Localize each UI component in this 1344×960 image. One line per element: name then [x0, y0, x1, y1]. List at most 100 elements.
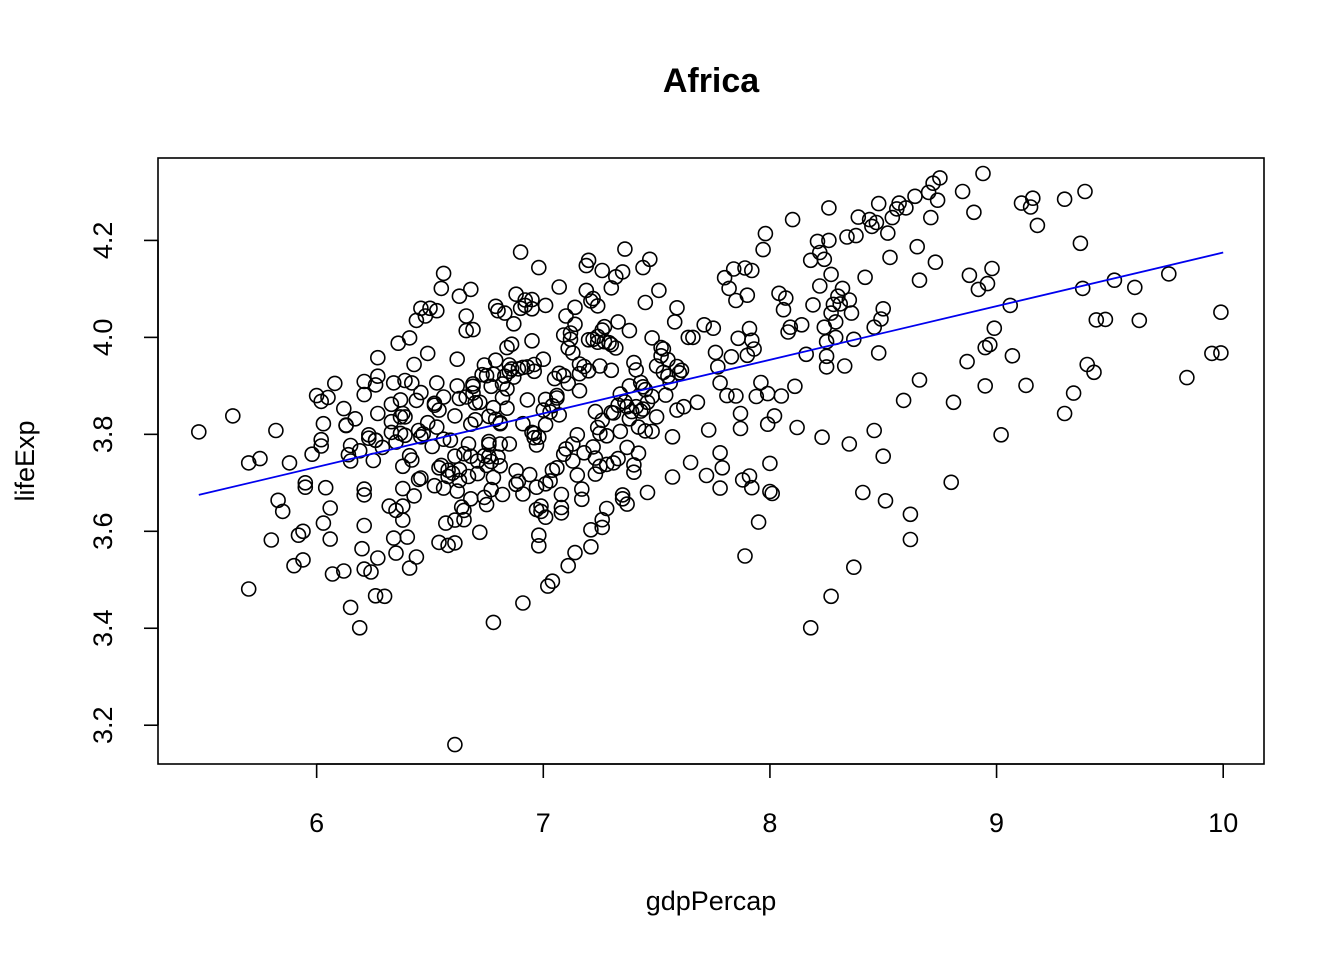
data-point — [790, 421, 804, 435]
data-point — [409, 550, 423, 564]
data-point — [502, 437, 516, 451]
data-point — [924, 211, 938, 225]
data-point — [756, 243, 770, 257]
data-point — [879, 494, 893, 508]
data-point — [931, 193, 945, 207]
data-point — [409, 393, 423, 407]
data-point — [903, 507, 917, 521]
x-axis: 6 7 8 9 10 — [309, 764, 1238, 838]
data-point — [323, 532, 337, 546]
data-point — [496, 488, 510, 502]
data-point — [400, 530, 414, 544]
regression-line — [199, 253, 1223, 495]
data-point — [192, 425, 206, 439]
data-point — [700, 469, 714, 483]
data-point — [824, 306, 838, 320]
data-point — [824, 589, 838, 603]
data-point — [523, 468, 537, 482]
plot-frame — [158, 158, 1264, 764]
data-point — [829, 315, 843, 329]
data-point — [715, 461, 729, 475]
data-point — [493, 459, 507, 473]
data-point — [394, 393, 408, 407]
data-point — [414, 386, 428, 400]
data-point — [1162, 267, 1176, 281]
data-point — [702, 423, 716, 437]
data-point — [595, 264, 609, 278]
data-point — [520, 393, 534, 407]
data-point — [323, 501, 337, 515]
x-tick-label: 8 — [762, 808, 777, 838]
data-point — [849, 229, 863, 243]
data-point — [709, 345, 723, 359]
data-point — [568, 546, 582, 560]
data-point — [464, 492, 478, 506]
data-point — [283, 456, 297, 470]
y-tick-label: 4.0 — [88, 319, 118, 357]
data-point — [908, 189, 922, 203]
data-point — [561, 559, 575, 573]
data-point — [788, 379, 802, 393]
data-point — [473, 525, 487, 539]
data-point — [319, 481, 333, 495]
data-point — [439, 516, 453, 530]
data-point — [903, 533, 917, 547]
data-point — [371, 407, 385, 421]
data-point — [666, 470, 680, 484]
y-tick-label: 3.8 — [88, 416, 118, 454]
data-point — [432, 535, 446, 549]
data-point — [428, 479, 442, 493]
data-point — [976, 167, 990, 181]
data-point — [652, 283, 666, 297]
data-point — [516, 596, 530, 610]
data-point — [876, 449, 890, 463]
data-point — [554, 488, 568, 502]
data-point — [588, 467, 602, 481]
data-point — [650, 410, 664, 424]
data-point — [962, 268, 976, 282]
y-tick-label: 3.6 — [88, 513, 118, 551]
data-point — [713, 446, 727, 460]
data-point — [1005, 349, 1019, 363]
data-point — [532, 261, 546, 275]
y-tick-label: 4.2 — [88, 222, 118, 260]
data-point — [944, 475, 958, 489]
data-point — [396, 513, 410, 527]
data-point — [838, 359, 852, 373]
data-point — [316, 417, 330, 431]
data-point — [507, 317, 521, 331]
data-point — [226, 409, 240, 423]
data-point — [264, 533, 278, 547]
data-point — [486, 615, 500, 629]
data-point — [738, 549, 752, 563]
data-point — [786, 213, 800, 227]
data-point — [407, 489, 421, 503]
data-point — [947, 395, 961, 409]
data-point — [804, 621, 818, 635]
data-point — [706, 321, 720, 335]
data-point — [525, 334, 539, 348]
data-point — [1058, 192, 1072, 206]
data-point — [1078, 185, 1092, 199]
data-point — [913, 373, 927, 387]
data-point — [344, 600, 358, 614]
y-axis: 3.23.43.63.84.04.2 — [88, 222, 158, 744]
data-point — [1030, 218, 1044, 232]
data-point — [883, 250, 897, 264]
data-point — [740, 288, 754, 302]
data-point — [598, 320, 612, 334]
data-point — [872, 197, 886, 211]
data-point — [1058, 407, 1072, 421]
data-point — [713, 376, 727, 390]
data-point — [804, 253, 818, 267]
data-point — [763, 456, 777, 470]
data-point — [1132, 313, 1146, 327]
data-point — [928, 255, 942, 269]
data-point — [1214, 346, 1228, 360]
data-point — [641, 486, 655, 500]
data-point — [815, 430, 829, 444]
data-point — [872, 346, 886, 360]
data-point — [378, 589, 392, 603]
data-point — [978, 379, 992, 393]
data-point — [514, 245, 528, 259]
